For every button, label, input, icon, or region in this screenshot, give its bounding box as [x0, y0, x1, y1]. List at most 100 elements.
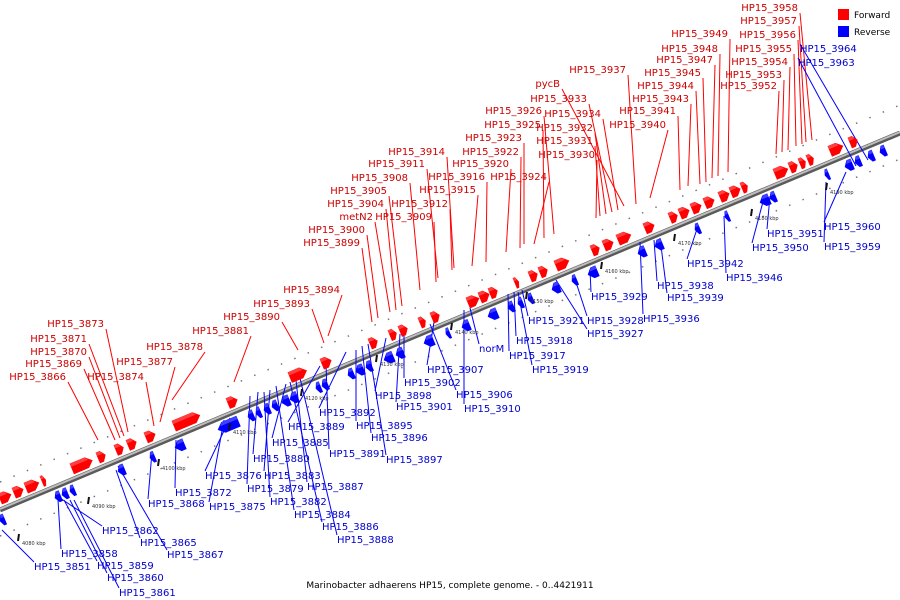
legend-forward-swatch	[838, 9, 849, 20]
leader-line	[727, 38, 731, 173]
gene-label: HP15_3944	[637, 81, 694, 92]
leader-line	[533, 181, 550, 245]
gene-label: HP15_3869	[25, 359, 82, 370]
label-leaders	[1, 12, 869, 589]
gene-label: HP15_3861	[119, 588, 176, 599]
forward-gene	[717, 190, 730, 203]
reverse-gene	[587, 265, 600, 279]
reverse-gene	[637, 245, 648, 258]
leader-line	[366, 234, 379, 319]
leader-line	[233, 335, 252, 383]
leader-line	[73, 499, 120, 589]
leader-line	[69, 499, 108, 574]
reverse-gene	[854, 155, 863, 168]
tick-mark	[157, 458, 160, 467]
reverse-gene	[54, 490, 63, 503]
leader-line	[485, 181, 488, 263]
gene-label: HP15_3893	[253, 299, 310, 310]
legend: Forward Reverse	[838, 9, 891, 38]
gene-label: HP15_3919	[532, 365, 589, 376]
leader-line	[271, 383, 287, 439]
leader-line	[751, 197, 765, 244]
reverse-gene	[321, 378, 330, 391]
gene-label: HP15_3957	[740, 16, 797, 27]
leader-line	[409, 182, 421, 291]
forward-gene	[739, 181, 748, 194]
leader-line	[429, 323, 457, 391]
leader-line	[561, 88, 625, 207]
gene-label: HP15_3902	[404, 378, 461, 389]
gene-label: HP15_3915	[419, 185, 476, 196]
leader-line	[385, 208, 397, 311]
leader-line	[627, 74, 637, 205]
gene-label: HP15_3921	[528, 316, 585, 327]
tick-label: 4120 kbp	[305, 396, 329, 402]
tick-label: 4080 kbp	[22, 541, 46, 547]
leader-line	[59, 497, 103, 527]
tick-mark	[450, 322, 453, 331]
gene-label: HP15_3927	[587, 329, 644, 340]
gene-label: HP15_3877	[116, 357, 173, 368]
gene-label: HP15_3876	[205, 471, 262, 482]
gene-label: HP15_3959	[824, 242, 881, 253]
leader-line	[471, 194, 479, 267]
reverse-gene	[445, 327, 453, 339]
leader-line	[159, 366, 176, 423]
forward-gene	[615, 231, 632, 246]
gene-label: HP15_3953	[725, 70, 782, 81]
gene-label: HP15_3940	[609, 120, 666, 131]
tick-label: 4090 kbp	[92, 504, 116, 510]
reverse-gene	[271, 399, 280, 412]
leader-line	[263, 389, 271, 472]
gene-label: HP15_3879	[247, 484, 304, 495]
gene-label: HP15_3931	[536, 136, 593, 147]
leader-line	[799, 12, 813, 141]
legend-forward-label: Forward	[854, 11, 890, 21]
gene-label: HP15_3889	[288, 422, 345, 433]
gene-label: HP15_3905	[330, 186, 387, 197]
legend-reverse-label: Reverse	[854, 28, 891, 38]
reverse-gene	[69, 484, 78, 497]
tick-mark	[375, 354, 378, 363]
gene-label: HP15_3896	[371, 433, 428, 444]
gene-label: norM	[479, 344, 504, 355]
leader-line	[374, 337, 387, 392]
forward-gene	[417, 316, 426, 329]
forward-gene	[387, 328, 397, 342]
gene-label: HP15_3887	[307, 482, 364, 493]
gene-label: HP15_3878	[146, 342, 203, 353]
reverse-gene	[255, 406, 264, 419]
gene-label: HP15_3883	[264, 471, 321, 482]
reverse-gene	[879, 144, 888, 157]
reverse-gene	[174, 438, 187, 452]
gene-label: HP15_3892	[319, 408, 376, 419]
leader-line	[275, 385, 295, 511]
forward-gene	[702, 196, 715, 210]
gene-label: HP15_3871	[30, 334, 87, 345]
reverse-gene	[347, 367, 356, 380]
gene-label: HP15_3862	[102, 526, 159, 537]
leader-line	[105, 328, 129, 433]
forward-gene	[772, 165, 789, 180]
forward-gene	[225, 396, 238, 409]
leader-line	[555, 279, 588, 330]
leader-line	[653, 239, 658, 282]
forward-gene	[601, 238, 614, 252]
forward-gene	[527, 270, 538, 283]
tick-mark	[825, 182, 828, 191]
leader-line	[513, 291, 517, 337]
leader-line	[519, 156, 522, 249]
reverse-gene	[117, 463, 127, 476]
gene-label: HP15_3963	[798, 58, 855, 69]
gene-label: HP15_3926	[485, 106, 542, 117]
reverse-gene	[487, 307, 500, 320]
forward-gene	[728, 185, 741, 199]
forward-gene	[465, 295, 480, 309]
forward-gene	[429, 311, 440, 324]
gene-label: HP15_3882	[270, 497, 327, 508]
leader-line	[361, 247, 373, 323]
forward-gene	[39, 475, 47, 487]
forward-gene	[553, 257, 570, 272]
gene-label: HP15_3925	[484, 120, 541, 131]
reverse-gene	[724, 210, 732, 222]
